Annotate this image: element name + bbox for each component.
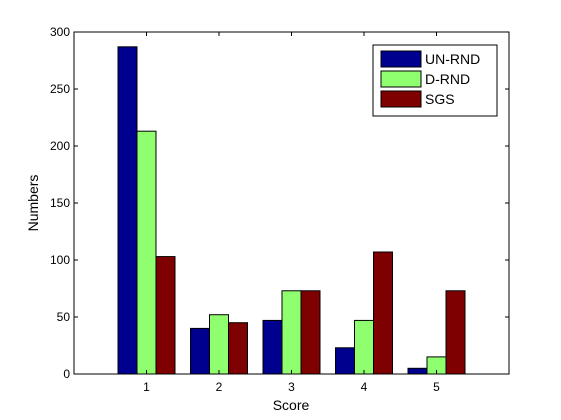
legend-label-sgs: SGS — [425, 91, 455, 107]
bar-d-rnd-score-2 — [209, 314, 229, 375]
bar-sgs-score-5 — [445, 290, 466, 375]
bar-sgs-score-3 — [300, 290, 321, 375]
y-tick-label: 100 — [50, 253, 70, 267]
legend-label-un-rnd: UN-RND — [425, 51, 480, 67]
x-tick-label: 2 — [216, 380, 223, 394]
x-tick-label: 4 — [361, 380, 368, 394]
bar-un-rnd-score-2 — [190, 327, 210, 375]
legend: UN-RND D-RND SGS — [372, 44, 498, 117]
bar-d-rnd-score-3 — [281, 290, 302, 375]
y-tick-label: 0 — [63, 367, 70, 381]
bar-un-rnd-score-4 — [335, 347, 355, 375]
x-tick-label: 5 — [433, 380, 440, 394]
bar-d-rnd-score-1 — [136, 130, 157, 375]
y-tick-label: 150 — [50, 196, 70, 210]
bar-sgs-score-2 — [228, 322, 248, 375]
bar-sgs-score-4 — [373, 251, 393, 375]
y-axis-label: Numbers — [25, 175, 41, 232]
bar-sgs-score-1 — [155, 256, 176, 375]
legend-swatch-sgs — [380, 90, 422, 108]
bar-un-rnd-score-5 — [407, 367, 428, 375]
y-tick-label: 250 — [50, 82, 70, 96]
x-tick-label: 3 — [288, 380, 295, 394]
x-tick-label: 1 — [143, 380, 150, 394]
bar-un-rnd-score-1 — [117, 46, 138, 375]
y-tick-label: 200 — [50, 139, 70, 153]
y-axis: 0 50 100 150 200 250 300 — [50, 25, 509, 381]
y-tick-label: 300 — [50, 25, 70, 39]
x-axis-label: Score — [273, 397, 310, 413]
legend-label-d-rnd: D-RND — [425, 71, 470, 87]
bar-un-rnd-score-3 — [262, 319, 283, 375]
legend-swatch-un-rnd — [380, 50, 422, 68]
x-axis: 1 2 3 4 5 — [143, 32, 440, 394]
bars-group — [117, 46, 466, 375]
bar-d-rnd-score-4 — [354, 319, 374, 375]
y-tick-label: 50 — [57, 310, 71, 324]
legend-swatch-d-rnd — [380, 70, 422, 88]
